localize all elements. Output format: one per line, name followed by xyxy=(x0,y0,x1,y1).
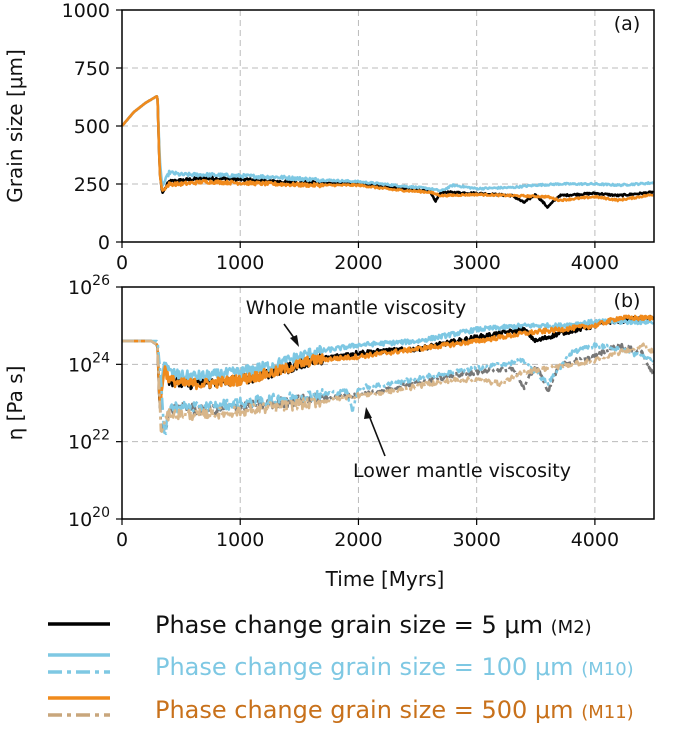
series-line-m10 xyxy=(120,95,655,193)
series-line-m10-whole xyxy=(121,318,655,395)
x-tick-label: 2000 xyxy=(334,252,382,274)
series-line-m11 xyxy=(120,95,654,203)
legend-label-m10: Phase change grain size = 100 μm (M10) xyxy=(155,653,634,681)
legend-entry-m11: Phase change grain size = 500 μm (M11) xyxy=(48,696,634,724)
legend-entry-m2: Phase change grain size = 5 μm (M2) xyxy=(48,611,592,639)
legend-entry-m10: Phase change grain size = 100 μm (M10) xyxy=(48,653,634,681)
x-tick-label: 3000 xyxy=(452,252,500,274)
legend-label-m2: Phase change grain size = 5 μm (M2) xyxy=(155,611,592,639)
legend: Phase change grain size = 5 μm (M2) Phas… xyxy=(48,611,634,724)
panel-b-xlabel: Time [Myrs] xyxy=(325,567,445,591)
series-line-m2 xyxy=(120,95,654,209)
grid-a xyxy=(122,10,654,242)
annotation-lower-mantle-text: Lower mantle viscosity xyxy=(353,460,571,482)
y-tick-label: 1024 xyxy=(68,350,110,376)
annotation-whole-mantle-text: Whole mantle viscosity xyxy=(246,297,466,319)
panel-b-frame xyxy=(121,286,655,520)
x-tick-label: 0 xyxy=(116,529,128,551)
ticks-a: 0 1000 2000 3000 4000 0 250 500 750 1000 xyxy=(62,0,619,274)
panel-b-ylabel: η [Pa s] xyxy=(3,366,27,441)
legend-label-m11: Phase change grain size = 500 μm (M11) xyxy=(155,696,634,724)
annotation-whole-mantle: Whole mantle viscosity xyxy=(246,297,466,347)
grid-b xyxy=(122,287,654,519)
y-tick-label: 1026 xyxy=(68,273,110,299)
y-tick-label: 250 xyxy=(74,174,110,196)
y-tick-label: 750 xyxy=(74,58,110,80)
x-tick-label: 4000 xyxy=(571,252,619,274)
x-tick-label: 2000 xyxy=(334,529,382,551)
panel-b: 0 1000 2000 3000 4000 1026 1024 1022 1020 (b) η … xyxy=(3,273,655,591)
annotation-lower-mantle-arrowhead xyxy=(364,407,372,419)
series-a xyxy=(120,95,655,209)
x-tick-label: 4000 xyxy=(571,529,619,551)
x-tick-label: 1000 xyxy=(216,252,264,274)
x-tick-label: 1000 xyxy=(216,529,264,551)
panel-b-label: (b) xyxy=(614,290,641,312)
panel-a-ylabel: Grain size [μm] xyxy=(3,49,27,203)
annotation-whole-mantle-arrowhead xyxy=(290,335,299,347)
annotation-lower-mantle: Lower mantle viscosity xyxy=(353,407,571,482)
series-line-m11-lower xyxy=(121,339,655,433)
panel-a-label: (a) xyxy=(614,13,640,35)
y-tick-label: 1000 xyxy=(62,0,110,22)
ticks-b: 0 1000 2000 3000 4000 1026 1024 1022 1020 xyxy=(68,273,619,551)
x-tick-label: 0 xyxy=(116,252,128,274)
annotation-lower-mantle-arrow-line xyxy=(367,412,386,457)
y-tick-label: 0 xyxy=(98,232,110,254)
series-b xyxy=(121,314,655,437)
x-tick-label: 3000 xyxy=(452,529,500,551)
series-line-m11-whole xyxy=(121,314,654,407)
y-tick-label: 1020 xyxy=(68,505,110,531)
series-line-m10-lower xyxy=(121,339,655,437)
y-tick-label: 1022 xyxy=(68,428,110,454)
panel-a: 0 1000 2000 3000 4000 0 250 500 750 1000 (a) Grai… xyxy=(3,0,655,274)
y-tick-label: 500 xyxy=(74,116,110,138)
